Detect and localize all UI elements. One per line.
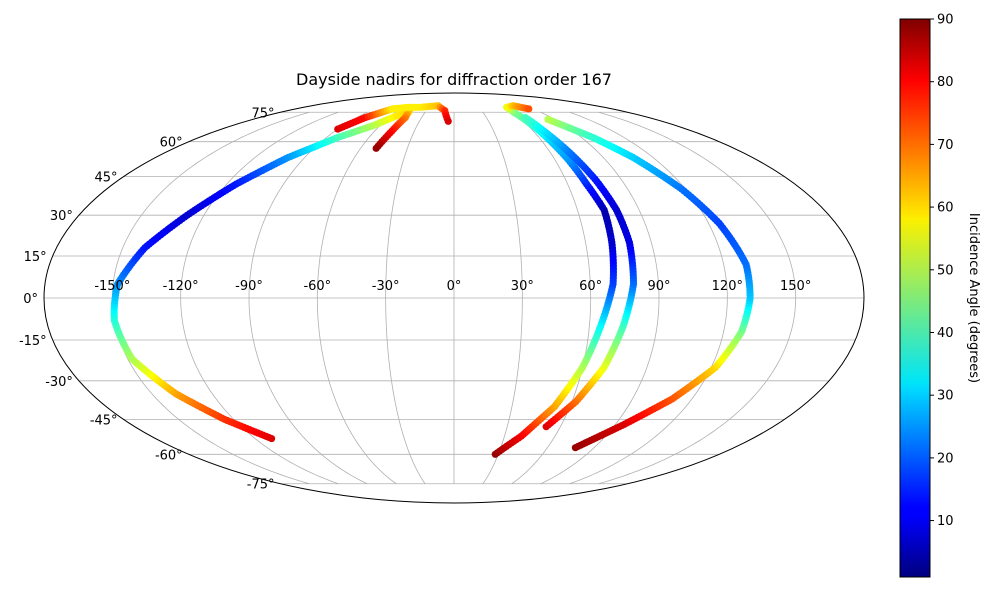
meridian-line (316, 111, 397, 485)
x-tick-labels: -150° -120° -90° -60° -30° 0° 30° 60° 90° 120° 150… (94, 279, 811, 294)
scatter-points (110, 102, 754, 458)
y-tick-label: 15° (24, 250, 47, 265)
x-tick-label: -120° (163, 279, 199, 294)
y-tick-label: 75° (251, 106, 274, 121)
scatter-point (521, 113, 529, 122)
x-tick-label: 60° (579, 279, 602, 294)
map-boundary (43, 92, 865, 504)
y-tick-label: 30° (50, 209, 73, 224)
colorbar-tick-label: 30 (937, 389, 954, 404)
y-tick-label: -45° (90, 413, 118, 428)
x-tick-label: 120° (712, 279, 743, 294)
x-tick-label: 150° (780, 279, 811, 294)
colorbar-tick-label: 20 (937, 451, 954, 466)
x-tick-label: -150° (94, 279, 130, 294)
meridian-line (248, 111, 368, 485)
scatter-point (525, 105, 533, 113)
x-tick-label: -90° (235, 279, 263, 294)
scatter-point (544, 115, 552, 124)
y-tick-label: -15° (19, 334, 47, 349)
colorbar-tick-label: 50 (937, 263, 954, 278)
colorbar-tick-label: 10 (937, 514, 954, 529)
colorbar-tick-label: 70 (937, 138, 954, 153)
colorbar-tick-label: 40 (937, 326, 954, 341)
y-tick-labels: -75° -60° -45° -30° -15° 0° 15° 30° 45° 60° 75° (19, 106, 275, 492)
meridian-line (598, 111, 797, 485)
meridian-line (385, 112, 426, 484)
y-tick-label: 45° (95, 171, 118, 186)
scatter-point (444, 117, 452, 125)
meridian-line (482, 112, 523, 484)
y-tick-label: -60° (155, 448, 183, 463)
x-tick-label: -60° (303, 279, 331, 294)
chart-title: Dayside nadirs for diffraction order 167 (296, 70, 612, 89)
x-tick-label: -30° (372, 279, 400, 294)
colorbar-label: Incidence Angle (degrees) (966, 213, 981, 383)
graticule (44, 111, 864, 485)
meridian-line (569, 111, 728, 485)
colorbar (899, 18, 931, 578)
y-tick-label: 60° (160, 136, 183, 151)
x-tick-label: 0° (447, 279, 462, 294)
meridian-line (511, 111, 592, 485)
colorbar-tick-label: 90 (937, 13, 954, 28)
colorbar-tick-label: 60 (937, 201, 954, 216)
y-tick-label: 0° (23, 292, 38, 307)
x-tick-label: 30° (511, 279, 534, 294)
y-tick-label: -30° (45, 375, 73, 390)
colorbar-ticks: 10 20 30 40 50 60 70 80 90 (930, 13, 954, 529)
x-tick-label: 90° (647, 279, 670, 294)
y-tick-label: -75° (247, 478, 275, 493)
colorbar-tick-label: 80 (937, 75, 954, 90)
scatter-point (372, 144, 380, 152)
